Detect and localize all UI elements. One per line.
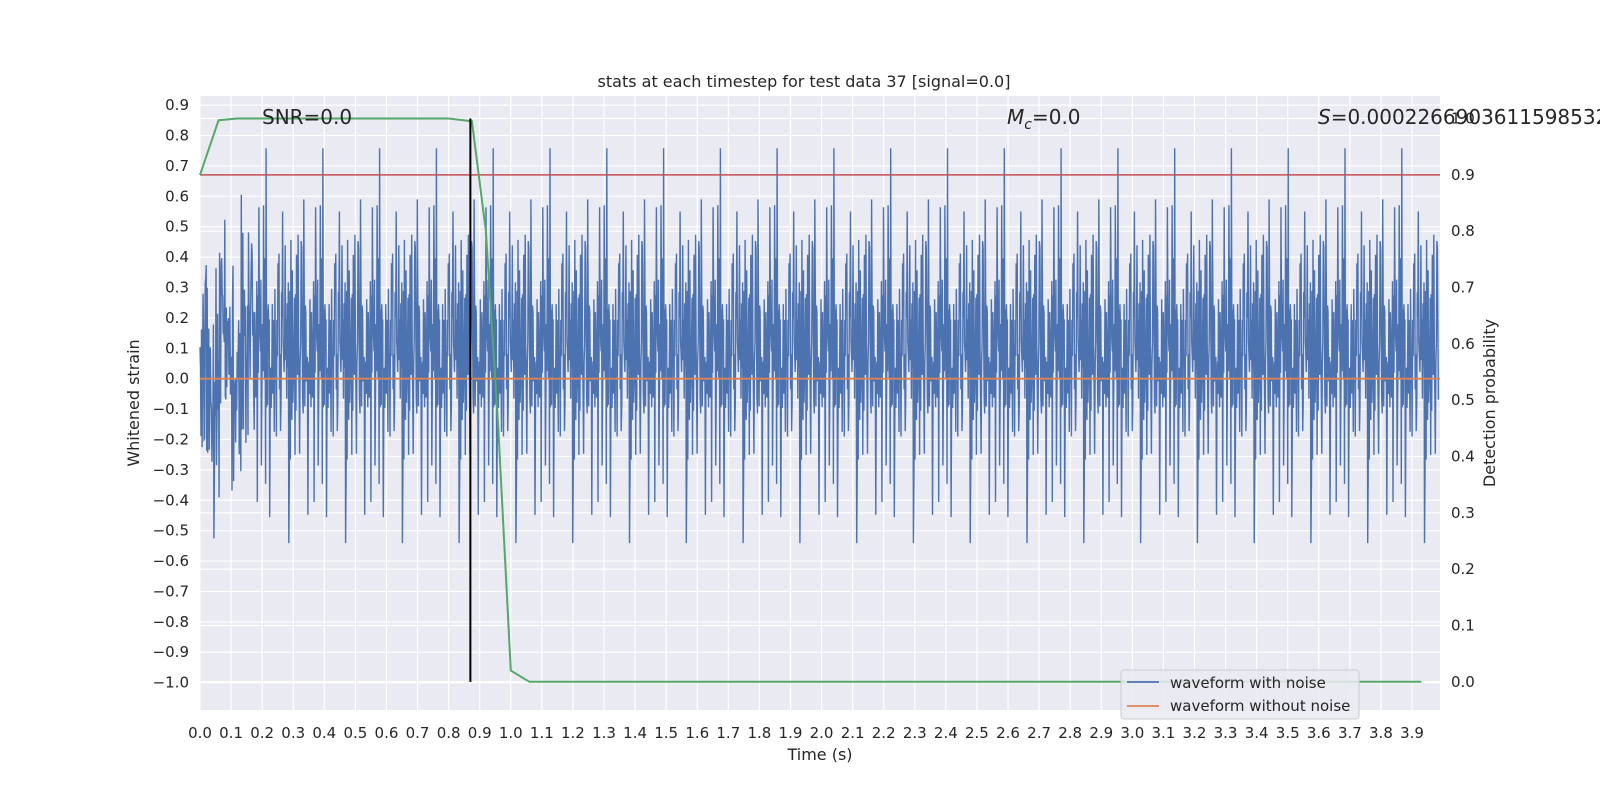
legend-label-noise: waveform with noise [1170,674,1326,692]
x-tick-label: 2.1 [841,724,865,742]
x-tick-label: 2.0 [810,724,834,742]
s-symbol: S [1318,105,1331,129]
x-tick-label: 2.4 [934,724,958,742]
series-waveform-with-noise [199,148,1440,544]
x-tick-label: 1.1 [530,724,554,742]
y-tick-label: 0.9 [165,96,189,114]
legend-label-clean: waveform without noise [1170,697,1350,715]
x-tick-label: 1.8 [747,724,771,742]
x-tick-label: 1.6 [685,724,709,742]
s-value: =0.00022669036115985322 [1331,105,1600,129]
probability-line [199,117,1422,683]
y2-axis-label: Detection probability [1480,319,1499,487]
y2-tick-label: 0.1 [1451,617,1475,635]
y2-tick-label: 0.3 [1451,504,1475,522]
x-tick-label: 3.2 [1183,724,1207,742]
x-tick-label: 0.7 [406,724,430,742]
x-tick-label: 3.0 [1120,724,1144,742]
x-tick-label: 0.8 [437,724,461,742]
x-tick-label: 3.3 [1214,724,1238,742]
y-tick-label: −0.4 [153,491,189,509]
x-tick-label: 1.4 [623,724,647,742]
x-tick-label: 0.9 [468,724,492,742]
chart-title: stats at each timestep for test data 37 … [598,72,1011,91]
y-tick-label: 0.1 [165,339,189,357]
y-tick-label: 0.5 [165,218,189,236]
x-tick-label: 1.2 [561,724,585,742]
y2-tick-label: 1.0 [1451,110,1475,128]
y-tick-label: −0.2 [153,430,189,448]
x-tick-label: 3.9 [1400,724,1424,742]
x-tick-label: 0.6 [375,724,399,742]
x-tick-labels: 0.0 0.1 0.2 0.3 0.4 0.5 0.6 0.7 0.8 0.9 1.0 1.1 1.2 1… [188,724,1424,742]
x-tick-label: 1.7 [716,724,740,742]
legend-box [1120,669,1360,720]
x-tick-label: 2.5 [965,724,989,742]
x-tick-label: 0.5 [343,724,367,742]
x-tick-label: 3.8 [1369,724,1393,742]
s-annotation: S=0.00022669036115985322 [1318,105,1600,129]
y2-tick-label: 0.0 [1451,673,1475,691]
x-tick-label: 0.3 [281,724,305,742]
x-tick-label: 3.6 [1307,724,1331,742]
y-tick-label: −0.8 [153,613,189,631]
x-axis-label: Time (s) [786,745,852,764]
y2-tick-label: 0.7 [1451,279,1475,297]
y-tick-label: 0.4 [165,248,189,266]
y2-tick-label: 0.5 [1451,391,1475,409]
x-tick-label: 2.9 [1089,724,1113,742]
x-tick-label: 1.0 [499,724,523,742]
x-tick-label: 1.9 [779,724,803,742]
x-tick-label: 3.4 [1245,724,1269,742]
mc-value: =0.0 [1032,105,1081,129]
snr-annotation: SNR=0.0 [262,105,352,129]
y-tick-labels: 0.9 0.8 0.7 0.6 0.5 0.4 0.3 0.2 0.1 0.0 −0.1 −0.2 −0… [153,96,189,692]
y-tick-label: −0.7 [153,582,189,600]
y2-tick-label: 0.2 [1451,560,1475,578]
y-tick-label: 0.3 [165,278,189,296]
legend: waveform with noise waveform without noi… [1120,669,1360,720]
x-tick-label: 2.2 [872,724,896,742]
x-tick-label: 3.1 [1151,724,1175,742]
y-tick-label: 0.7 [165,157,189,175]
mc-symbol: M [1007,105,1024,129]
x-tick-label: 2.3 [903,724,927,742]
x-tick-label: 1.3 [592,724,616,742]
y-tick-label: −0.9 [153,643,189,661]
y-tick-label: −1.0 [153,674,189,692]
mc-annotation: Mc=0.0 [1007,105,1081,133]
x-tick-label: 2.6 [996,724,1020,742]
y-tick-label: −0.3 [153,461,189,479]
y-tick-label: 0.6 [165,187,189,205]
x-tick-label: 2.7 [1027,724,1051,742]
grid-lines [199,96,1440,710]
y2-tick-label: 0.4 [1451,448,1475,466]
y2-tick-label: 0.9 [1451,166,1475,184]
x-tick-label: 0.1 [219,724,243,742]
y2-tick-label: 0.6 [1451,335,1475,353]
y2-tick-label: 0.8 [1451,222,1475,240]
x-tick-label: 3.5 [1276,724,1300,742]
y-axis-label: Whitened strain [124,339,143,466]
mc-subscript: c [1024,117,1032,133]
y-tick-label: −0.1 [153,400,189,418]
x-tick-label: 3.7 [1338,724,1362,742]
series-detection-probability [199,117,1422,683]
x-tick-label: 0.4 [312,724,336,742]
y-tick-label: −0.5 [153,522,189,540]
noise-line [199,148,1440,544]
x-tick-label: 0.2 [250,724,274,742]
y-tick-label: 0.2 [165,309,189,327]
y-tick-label: 0.8 [165,127,189,145]
x-tick-label: 0.0 [188,724,212,742]
x-tick-label: 1.5 [654,724,678,742]
y-tick-label: −0.6 [153,552,189,570]
x-tick-label: 2.8 [1058,724,1082,742]
y-tick-label: 0.0 [165,370,189,388]
y2-tick-labels: 1.0 0.9 0.8 0.7 0.6 0.5 0.4 0.3 0.2 0.1 0.0 [1451,110,1475,691]
